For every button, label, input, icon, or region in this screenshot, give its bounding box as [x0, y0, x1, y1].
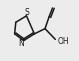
Text: N: N	[18, 39, 24, 48]
Text: S: S	[24, 8, 29, 17]
Text: OH: OH	[58, 37, 69, 46]
